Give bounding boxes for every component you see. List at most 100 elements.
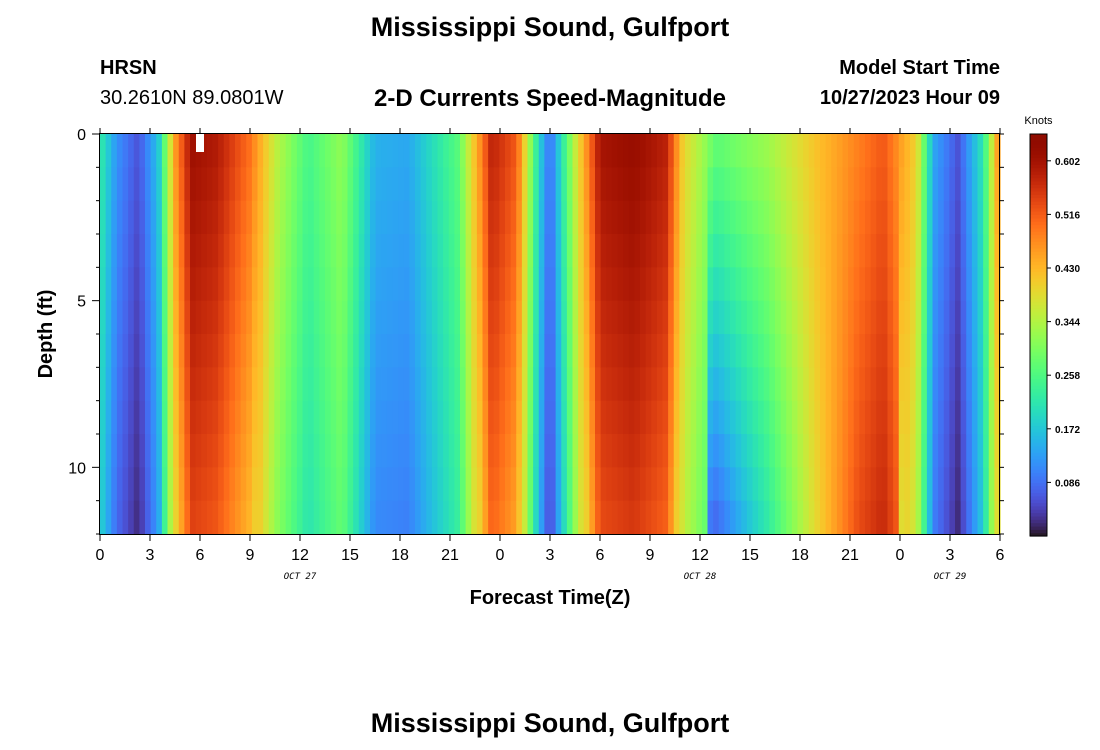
heatmap-cell [488, 234, 495, 268]
heatmap-cell [246, 400, 253, 435]
heatmap-cell [364, 167, 371, 202]
heatmap-cell [358, 500, 365, 535]
heatmap-cell [263, 134, 270, 168]
heatmap-cell [938, 467, 945, 502]
heatmap-cell [364, 267, 371, 302]
heatmap-cell [263, 400, 270, 435]
heatmap-cell [319, 234, 326, 268]
colorbar-swatch [1030, 438, 1047, 443]
heatmap-cell [274, 267, 281, 302]
heatmap-cell [668, 334, 675, 368]
heatmap-cell [803, 400, 810, 435]
heatmap-cell [235, 200, 242, 235]
heatmap-cell [161, 467, 169, 502]
heatmap-cell [808, 200, 815, 235]
heatmap-cell [190, 334, 197, 368]
heatmap-cell [713, 200, 720, 235]
heatmap-cell [836, 200, 844, 235]
heatmap-cell [505, 467, 512, 502]
heatmap-cell [313, 167, 320, 202]
heatmap-cell [122, 167, 129, 202]
heatmap-cell [758, 134, 765, 168]
heatmap-cell [285, 334, 292, 368]
heatmap-cell [898, 400, 905, 435]
heatmap-cell [313, 267, 320, 302]
heatmap-cell [668, 300, 675, 335]
heatmap-cell [758, 300, 765, 335]
heatmap-cell [116, 300, 124, 335]
heatmap-cell [859, 367, 866, 402]
heatmap-cell [460, 400, 467, 435]
heatmap-cell [628, 467, 635, 502]
heatmap-cell [100, 367, 107, 402]
heatmap-cell [780, 134, 787, 168]
heatmap-cell [791, 267, 799, 302]
heatmap-cell [876, 400, 883, 435]
colorbar-swatch [1030, 331, 1047, 336]
heatmap-cell [949, 134, 956, 168]
heatmap-cell [212, 500, 219, 535]
heatmap-cell [814, 167, 821, 202]
heatmap-cell [544, 434, 551, 468]
heatmap-cell [595, 434, 602, 468]
heatmap-cell [319, 367, 326, 402]
colorbar-swatch [1030, 170, 1047, 175]
heatmap-cell [910, 134, 917, 168]
heatmap-cell [561, 134, 568, 168]
heatmap-cell [746, 200, 754, 235]
heatmap-cell [634, 234, 641, 268]
heatmap-cell [797, 400, 804, 435]
heatmap-cell [476, 300, 484, 335]
heatmap-cell [595, 300, 602, 335]
heatmap-cell [741, 200, 748, 235]
heatmap-cell [476, 200, 484, 235]
heatmap-cell [184, 367, 191, 402]
heatmap-cell [870, 367, 877, 402]
heatmap-cell [955, 400, 962, 435]
heatmap-cell [634, 467, 641, 502]
heatmap-cell [229, 334, 236, 368]
heatmap-cell [566, 300, 574, 335]
heatmap-cell [870, 467, 877, 502]
colorbar-tick-label: 0.258 [1055, 371, 1080, 382]
heatmap-cell [156, 400, 163, 435]
heatmap-cell [730, 300, 737, 335]
colorbar-swatch [1030, 398, 1047, 403]
heatmap-cell [842, 200, 849, 235]
heatmap-cell [685, 134, 692, 168]
date-label: OCT 29 [934, 572, 967, 582]
heatmap-cell [409, 434, 416, 468]
heatmap-cell [628, 500, 635, 535]
heatmap-cell [713, 134, 720, 168]
heatmap-cell [510, 134, 517, 168]
heatmap-cell [865, 400, 872, 435]
heatmap-cell [921, 200, 928, 235]
heatmap-cell [904, 400, 911, 435]
heatmap-cell [921, 367, 928, 402]
heatmap-cell [313, 434, 320, 468]
heatmap-cell [640, 434, 647, 468]
heatmap-cell [780, 467, 787, 502]
heatmap-cell [600, 500, 607, 535]
heatmap-cell [617, 167, 624, 202]
heatmap-cell [690, 267, 697, 302]
heatmap-cell [128, 434, 135, 468]
heatmap-cell [443, 200, 450, 235]
colorbar-swatch [1030, 174, 1047, 179]
heatmap-cell [437, 167, 444, 202]
colorbar-swatch [1030, 509, 1047, 514]
heatmap-cell [229, 500, 236, 535]
heatmap-cell [201, 300, 208, 335]
colorbar-swatch [1030, 408, 1047, 413]
heatmap-cell [797, 167, 804, 202]
heatmap-cell [865, 500, 872, 535]
heatmap-cell [949, 500, 956, 535]
heatmap-cell [510, 467, 517, 502]
heatmap-cell [791, 300, 799, 335]
heatmap-cell [707, 500, 714, 535]
heatmap-cell [943, 267, 950, 302]
heatmap-cell [505, 200, 512, 235]
heatmap-cell [831, 467, 838, 502]
heatmap-cell [268, 300, 275, 335]
heatmap-cell [235, 234, 242, 268]
